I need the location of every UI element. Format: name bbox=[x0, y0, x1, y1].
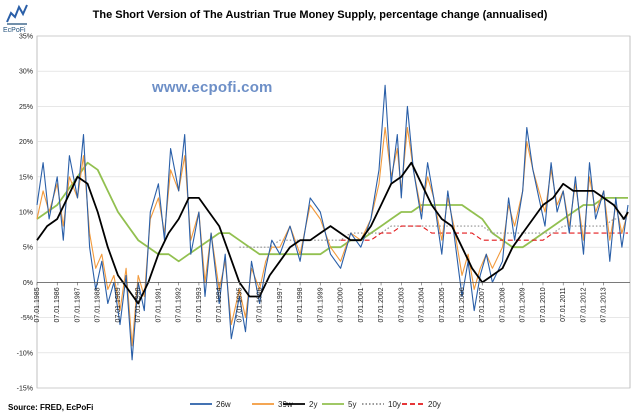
series-line-26w bbox=[36, 84, 629, 361]
x-tick-label: 07.01.2001 bbox=[358, 287, 365, 322]
x-tick-label: 07.01.1993 bbox=[196, 287, 203, 322]
watermark-url: www.ecpofi.com bbox=[152, 79, 273, 96]
gridlines bbox=[37, 35, 630, 389]
x-tick-label: 07.01.1989 bbox=[115, 287, 122, 322]
y-tick-label: 15% bbox=[19, 174, 33, 181]
x-tick-label: 07.01.1992 bbox=[176, 287, 183, 322]
series-layer bbox=[36, 84, 629, 361]
y-tick-label: -10% bbox=[17, 350, 33, 357]
x-tick-label: 07.01.2006 bbox=[459, 287, 466, 322]
legend-label-2y: 2y bbox=[309, 400, 317, 409]
x-tick-label: 07.01.2012 bbox=[580, 287, 587, 322]
y-tick-label: -15% bbox=[17, 386, 33, 393]
x-tick-label: 07.01.1999 bbox=[317, 287, 324, 322]
x-tick-label: 07.01.2011 bbox=[560, 287, 567, 322]
series-line-39w bbox=[36, 126, 629, 347]
series-line-5y bbox=[36, 161, 628, 263]
x-tick-label: 07.01.2002 bbox=[378, 287, 385, 322]
x-tick-label: 07.01.2008 bbox=[499, 287, 506, 322]
x-tick-label: 07.01.1998 bbox=[297, 287, 304, 322]
legend-label-26w: 26w bbox=[216, 400, 231, 409]
series-line-20y bbox=[340, 225, 628, 241]
x-tick-label: 07.01.2007 bbox=[479, 287, 486, 322]
chart-title: The Short Version of The Austrian True M… bbox=[92, 9, 548, 21]
x-tick-label: 07.01.1985 bbox=[34, 287, 41, 322]
series-line-2y bbox=[36, 161, 629, 305]
x-tick-label: 07.01.1994 bbox=[216, 287, 223, 322]
y-tick-label: 5% bbox=[23, 245, 33, 252]
y-tick-label: -5% bbox=[21, 315, 33, 322]
x-tick-label: 07.01.1990 bbox=[135, 287, 142, 322]
y-tick-label: 0% bbox=[23, 280, 33, 287]
y-axis: -15% -10% -5% 0% 5% 10% 15% 20% 25% 30% 35% bbox=[17, 34, 33, 393]
source-note: Source: FRED, EcPoFi bbox=[8, 403, 94, 412]
x-tick-label: 07.01.1997 bbox=[277, 287, 284, 322]
x-tick-label: 07.01.2005 bbox=[439, 287, 446, 322]
ecpofi-logo-icon bbox=[4, 2, 30, 26]
y-tick-label: 30% bbox=[19, 69, 33, 76]
x-tick-label: 07.01.1995 bbox=[236, 287, 243, 322]
x-tick-label: 07.01.2010 bbox=[540, 287, 547, 322]
legend-label-5y: 5y bbox=[348, 400, 356, 409]
x-tick-label: 07.01.2013 bbox=[601, 287, 608, 322]
legend-label-20y: 20y bbox=[428, 400, 441, 409]
x-axis: 07.01.1985 07.01.1986 07.01.1987 07.01.1988… bbox=[34, 281, 630, 322]
x-tick-label: 07.01.1986 bbox=[54, 287, 61, 322]
x-tick-label: 07.01.2003 bbox=[398, 287, 405, 322]
x-tick-label: 07.01.1996 bbox=[257, 287, 264, 322]
x-tick-label: 07.01.1988 bbox=[95, 287, 102, 322]
y-tick-label: 20% bbox=[19, 139, 33, 146]
y-tick-label: 10% bbox=[19, 210, 33, 217]
x-tick-label: 07.01.2000 bbox=[338, 287, 345, 322]
x-tick-label: 07.01.1991 bbox=[155, 287, 162, 322]
x-tick-label: 07.01.2009 bbox=[520, 287, 527, 322]
x-tick-label: 07.01.1987 bbox=[74, 287, 81, 322]
y-tick-label: 35% bbox=[19, 34, 33, 41]
y-tick-label: 25% bbox=[19, 104, 33, 111]
legend: 26w39w2y5y10y20y bbox=[190, 400, 441, 409]
brand-name: EcPoFi bbox=[3, 27, 26, 34]
legend-label-10y: 10y bbox=[388, 400, 401, 409]
x-tick-label: 07.01.2004 bbox=[419, 287, 426, 322]
